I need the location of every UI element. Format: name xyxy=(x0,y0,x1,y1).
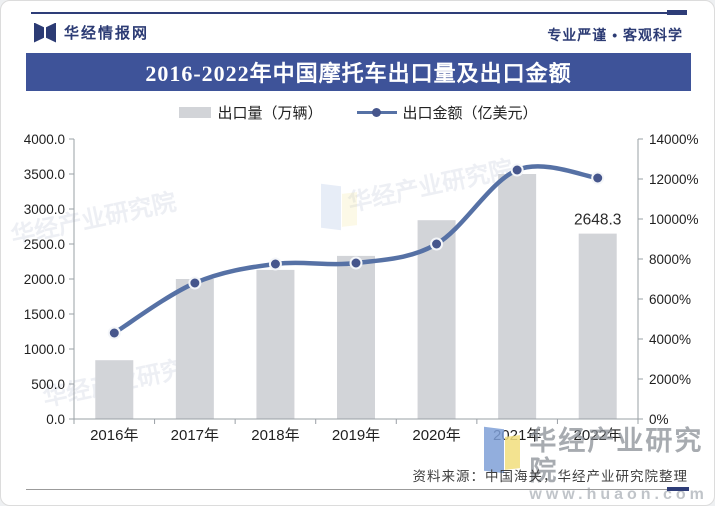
logo-left-shape xyxy=(34,22,44,43)
x-tick-label: 2017年 xyxy=(171,427,219,444)
y-left-tick-label: 1000.0 xyxy=(24,342,65,357)
line-dot xyxy=(349,256,363,270)
y-right-tick-label: 8000% xyxy=(649,252,691,267)
x-tick-label: 2022年 xyxy=(574,427,622,444)
source-note: 资料来源：中国海关，华经产业研究院整理 xyxy=(412,469,688,484)
y-left-tick-label: 2500.0 xyxy=(24,237,65,252)
bar xyxy=(256,269,295,419)
page-title: 2016-2022年中国摩托车出口量及出口金额 xyxy=(26,53,691,91)
y-left-tick-label: 2000.0 xyxy=(24,272,65,287)
bottom-divider xyxy=(26,489,689,490)
legend-label: 出口量（万辆） xyxy=(217,104,323,122)
x-tick-label: 2020年 xyxy=(412,427,460,444)
x-tick-label: 2021年 xyxy=(493,427,541,444)
y-right-tick-label: 14000% xyxy=(649,132,699,147)
brand-block: 华经情报网 xyxy=(34,22,149,43)
y-right-tick-label: 6000% xyxy=(649,292,691,307)
legend-label: 出口金额（亿美元） xyxy=(402,104,538,122)
y-left-tick-label: 500.0 xyxy=(31,377,65,392)
line-swatch-icon xyxy=(356,107,397,118)
line-dot xyxy=(188,276,202,290)
top-divider xyxy=(31,12,687,14)
bar xyxy=(95,360,134,419)
y-right-tick-label: 12000% xyxy=(649,172,699,187)
line-dot xyxy=(268,257,282,271)
x-tick-label: 2016年 xyxy=(90,427,138,444)
logo-right-shape xyxy=(46,22,56,43)
y-right-tick-label: 10000% xyxy=(649,212,699,227)
y-left-tick-label: 4000.0 xyxy=(24,132,65,147)
bar-data-label: 2648.3 xyxy=(574,212,621,229)
y-left-tick-label: 1500.0 xyxy=(24,307,65,322)
top-divider-cap xyxy=(667,10,687,15)
y-right-tick-label: 2000% xyxy=(649,372,691,387)
x-tick-label: 2018年 xyxy=(251,427,299,444)
bar xyxy=(417,220,456,419)
bar xyxy=(337,255,375,419)
huajing-logo-icon xyxy=(34,22,56,43)
line-dot xyxy=(107,326,121,340)
y-right-tick-label: 0% xyxy=(649,412,669,427)
line-dot xyxy=(591,171,605,185)
bar xyxy=(175,279,214,419)
bottom-divider-cap xyxy=(667,487,689,491)
brand-name: 华经情报网 xyxy=(64,25,150,42)
y-right-tick-label: 4000% xyxy=(649,332,691,347)
legend-item-export-value: 出口金额（亿美元） xyxy=(356,102,538,123)
y-left-tick-label: 0.0 xyxy=(46,412,65,427)
bar-swatch-icon xyxy=(179,106,212,118)
y-left-tick-label: 3500.0 xyxy=(24,167,65,182)
line-dot xyxy=(510,163,524,177)
brand-slogan: 专业严谨 • 客观科学 xyxy=(547,27,683,43)
y-left-tick-label: 3000.0 xyxy=(24,202,65,217)
x-tick-label: 2019年 xyxy=(332,427,380,444)
chart-legend: 出口量（万辆） 出口金额（亿美元） xyxy=(1,99,714,125)
bar xyxy=(498,174,537,419)
line-dot xyxy=(430,237,444,251)
bar xyxy=(578,233,617,419)
legend-item-export-volume: 出口量（万辆） xyxy=(179,102,323,123)
